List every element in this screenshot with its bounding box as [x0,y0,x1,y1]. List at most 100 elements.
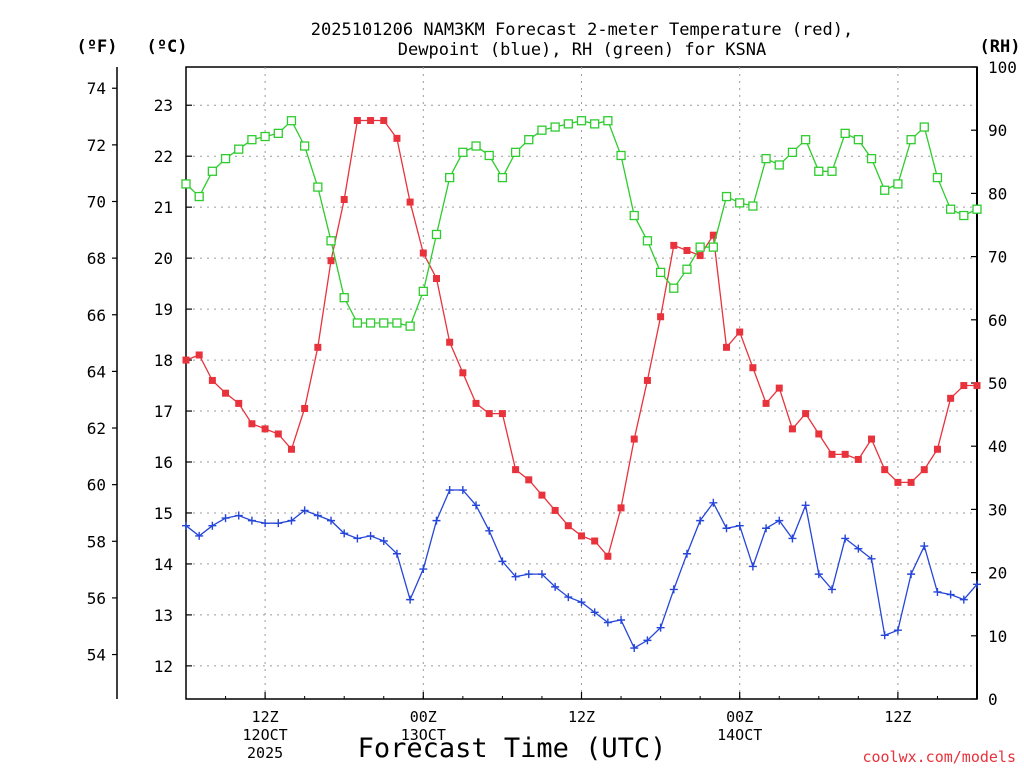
x-tick-label: 14OCT [717,726,762,744]
rh-markers [181,116,982,331]
2-meter-temperature-point [327,257,335,265]
dewpoint-point [195,531,204,540]
dewpoint-point [788,534,797,543]
2-meter-temperature-point [261,425,269,433]
dewpoint-point [801,501,810,510]
2-meter-temperature-point [564,522,572,530]
celsius-tick-label: 18 [154,351,173,370]
rh-point [603,116,613,126]
rh-point [708,242,718,252]
2-meter-temperature-point [353,117,361,125]
dewpoint-point [827,585,836,594]
dewpoint-point [419,565,428,574]
2-meter-temperature-point [367,117,375,125]
rh-point [748,201,758,211]
rh-tick-label: 60 [988,311,1007,330]
2-meter-temperature-point [881,466,889,474]
2-meter-temperature-point [472,399,480,407]
dewpoint-point [682,549,691,558]
2-meter-temperature-point [657,313,665,321]
2-meter-temperature-point [960,382,968,390]
dewpoint-point [511,572,520,581]
rh-point [207,166,218,176]
rh-point [550,122,560,132]
dewpoint-point [261,519,270,528]
2-meter-temperature-point [380,117,388,125]
fahrenheit-tick-label: 56 [87,589,106,608]
dewpoint-point [959,595,968,604]
grid-lines [186,67,977,699]
2-meter-temperature-point [314,343,322,351]
rh-point [313,182,323,192]
2-meter-temperature-point [788,425,796,433]
rh-point [497,172,508,183]
rh-point [524,135,534,145]
dewpoint-point [287,516,296,525]
x-tick-label: 00Z [726,708,753,726]
fahrenheit-tick-label: 66 [87,306,106,325]
2-meter-temperature-point [340,196,348,204]
rh-point [893,179,903,189]
rh-point [959,210,969,221]
dewpoint-point [841,534,850,543]
data-series [181,116,982,653]
2-meter-temperature-line [185,119,977,558]
x-tick-label: 12Z [568,708,595,726]
rh-point [590,119,600,129]
x-tick-label: 12OCT [243,726,288,744]
x-tick-label: 13OCT [401,726,446,744]
2-meter-temperature-point [828,450,836,458]
rh-point [655,267,666,278]
rh-point [352,318,363,328]
dewpoint-point [722,524,731,533]
fahrenheit-tick-label: 68 [87,249,106,268]
rh-point [418,286,428,297]
2-meter-temperature-point [894,478,902,486]
rh-point [787,147,798,157]
dewpoint-point [485,526,494,535]
2-meter-temperature-point [393,134,401,142]
2-meter-temperature-point [696,252,704,260]
x-tick-label: 2025 [247,744,283,762]
dewpoint-point [643,636,652,645]
rh-point [247,135,257,145]
rh-point [576,116,587,126]
dewpoint-point [379,537,388,545]
dewpoint-point [669,585,678,594]
2-meter-temperature-point [274,430,282,438]
celsius-tick-label: 20 [154,249,173,268]
chart-title-line2: Dewpoint (blue), RH (green) for KSNA [398,40,766,60]
fahrenheit-tick-label: 70 [87,192,106,211]
dewpoint-point [880,631,889,640]
rh-tick-label: 30 [988,500,1007,519]
rh-point [866,153,877,164]
celsius-tick-label: 22 [154,147,173,166]
dewpoint-markers [182,486,981,653]
dewpoint-point [247,516,256,525]
rh-point [299,141,310,151]
dewpoint-point [617,616,626,624]
rh-point [286,116,297,126]
2-meter-temperature-point [406,198,414,206]
celsius-tick-label: 16 [154,453,173,472]
rh-point [405,321,415,331]
dewpoint-point [366,531,375,540]
celsius-tick-label: 15 [154,504,173,523]
celsius-tick-label: 13 [154,606,173,625]
2-meter-temperature-point [683,246,691,254]
dewpoint-point [696,516,705,525]
2-meter-temperature-point [604,552,612,560]
rh-point [853,135,863,145]
2-meter-temperature-point [525,476,533,484]
2-meter-temperature-point [432,275,440,283]
dewpoint-point [551,582,560,591]
dewpoint-point [814,570,823,579]
rh-point [379,318,389,328]
2-meter-temperature-point [670,241,678,249]
rh-point [774,160,784,170]
2-meter-temperature-point [815,430,823,438]
dewpoint-point [340,529,349,538]
2-meter-temperature-point [868,435,876,443]
dewpoint-point [867,554,876,563]
